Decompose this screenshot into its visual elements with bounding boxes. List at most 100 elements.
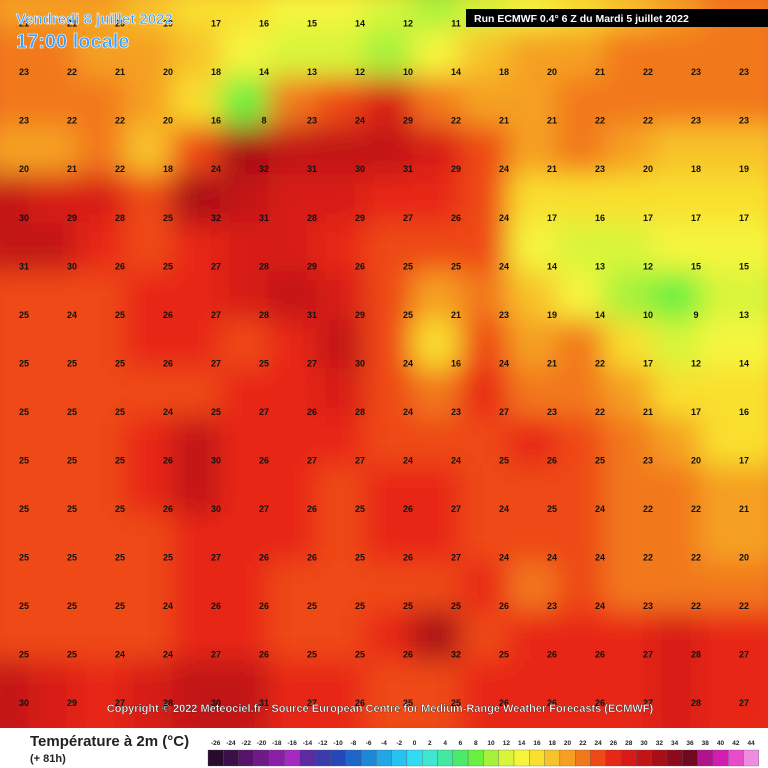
temperature-value: 14 xyxy=(547,261,557,271)
temperature-value: 24 xyxy=(403,358,413,368)
temperature-value: 17 xyxy=(211,19,221,29)
temperature-value: 23 xyxy=(691,67,701,77)
temperature-value: 18 xyxy=(499,67,509,77)
temperature-value: 25 xyxy=(19,407,29,417)
temperature-value: 25 xyxy=(19,553,29,563)
temperature-value: 29 xyxy=(451,164,461,174)
temperature-value: 26 xyxy=(499,601,509,611)
temperature-value: 24 xyxy=(499,213,509,223)
scale-swatch xyxy=(712,749,729,767)
temperature-value: 16 xyxy=(739,407,749,417)
temperature-value: 20 xyxy=(163,67,173,77)
temperature-labels: 21 21 20 19 17 16 15 14 12 11 12 14 17 19 20 22 23 22 21 20… xyxy=(19,19,749,708)
temperature-value: 26 xyxy=(595,698,605,708)
temperature-value: 15 xyxy=(691,261,701,271)
scale-label: -18 xyxy=(272,740,282,747)
temperature-value: 16 xyxy=(451,358,461,368)
temperature-value: 24 xyxy=(163,650,173,660)
temperature-value: 27 xyxy=(307,358,317,368)
temperature-value: 24 xyxy=(67,310,77,320)
temperature-value: 26 xyxy=(499,698,509,708)
scale-label: -6 xyxy=(366,740,372,747)
temperature-value: 11 xyxy=(451,19,461,29)
temperature-value: 17 xyxy=(547,213,557,223)
temperature-value: 17 xyxy=(691,213,701,223)
temperature-value: 25 xyxy=(163,213,173,223)
temperature-value: 26 xyxy=(259,650,269,660)
scale-label: 4 xyxy=(443,740,447,747)
temperature-value: 22 xyxy=(115,164,125,174)
temperature-value: 32 xyxy=(259,164,269,174)
temperature-value: 24 xyxy=(595,553,605,563)
temperature-value: 22 xyxy=(67,116,77,126)
scale-swatch xyxy=(422,749,438,767)
temperature-value: 25 xyxy=(451,698,461,708)
scale-label: -4 xyxy=(381,740,387,747)
scale-swatch xyxy=(467,749,484,767)
temperature-value: 25 xyxy=(211,407,221,417)
temperature-value: 24 xyxy=(499,164,509,174)
temperature-value: 25 xyxy=(19,504,29,514)
scale-label: 30 xyxy=(640,740,648,747)
scale-swatch xyxy=(620,749,637,767)
temperature-value: 26 xyxy=(403,553,413,563)
scale-label: 44 xyxy=(748,740,756,747)
temperature-value: 23 xyxy=(307,116,317,126)
temperature-value: 21 xyxy=(67,164,77,174)
temperature-value: 30 xyxy=(67,261,77,271)
temperature-value: 25 xyxy=(115,601,125,611)
scale-swatch xyxy=(330,749,346,767)
temperature-value: 27 xyxy=(643,650,653,660)
temperature-value: 25 xyxy=(499,650,509,660)
temperature-value: 21 xyxy=(19,19,29,29)
temperature-value: 17 xyxy=(739,455,749,465)
scale-label: 32 xyxy=(656,740,664,747)
temperature-value: 25 xyxy=(19,455,29,465)
scale-label: 22 xyxy=(579,740,587,747)
temperature-value: 25 xyxy=(67,553,77,563)
temperature-value: 21 xyxy=(547,116,557,126)
scale-label: -20 xyxy=(257,740,267,747)
temperature-value: 21 xyxy=(595,67,605,77)
scale-swatch xyxy=(513,749,530,767)
temperature-value: 26 xyxy=(547,698,557,708)
temperature-value: 28 xyxy=(115,213,125,223)
scale-swatch xyxy=(682,749,698,767)
temperature-value: 29 xyxy=(355,213,365,223)
temperature-value: 25 xyxy=(307,601,317,611)
temperature-value: 16 xyxy=(211,116,221,126)
temperature-value: 27 xyxy=(355,455,365,465)
temperature-value: 25 xyxy=(115,455,125,465)
scale-label: -24 xyxy=(226,740,236,747)
temperature-value: 25 xyxy=(355,504,365,514)
temperature-value: 25 xyxy=(19,358,29,368)
scale-label: 20 xyxy=(564,740,572,747)
temperature-value: 31 xyxy=(307,310,317,320)
scale-label: 0 xyxy=(413,740,417,747)
temperature-value: 29 xyxy=(307,261,317,271)
temperature-value: 25 xyxy=(67,455,77,465)
temperature-value: 26 xyxy=(163,358,173,368)
temperature-value: 24 xyxy=(499,358,509,368)
temperature-value: 27 xyxy=(211,553,221,563)
temperature-value: 12 xyxy=(403,19,413,29)
temperature-value: 26 xyxy=(355,698,365,708)
temperature-value: 15 xyxy=(739,261,749,271)
scale-label: -12 xyxy=(318,740,328,747)
scale-swatch xyxy=(314,749,331,767)
temperature-value: 23 xyxy=(547,601,557,611)
temperature-value: 20 xyxy=(163,116,173,126)
temperature-value: 30 xyxy=(19,213,29,223)
temperature-value: 25 xyxy=(163,261,173,271)
temperature-value: 20 xyxy=(19,164,29,174)
scale-swatch xyxy=(636,749,652,767)
temperature-value: 22 xyxy=(451,116,461,126)
temperature-value: 13 xyxy=(739,310,749,320)
temperature-value: 27 xyxy=(451,504,461,514)
temperature-value: 25 xyxy=(19,650,29,660)
temperature-value: 22 xyxy=(691,601,701,611)
temperature-value: 25 xyxy=(355,553,365,563)
temperature-value: 21 xyxy=(499,116,509,126)
temperature-value: 26 xyxy=(595,650,605,660)
temperature-value: 27 xyxy=(499,407,509,417)
